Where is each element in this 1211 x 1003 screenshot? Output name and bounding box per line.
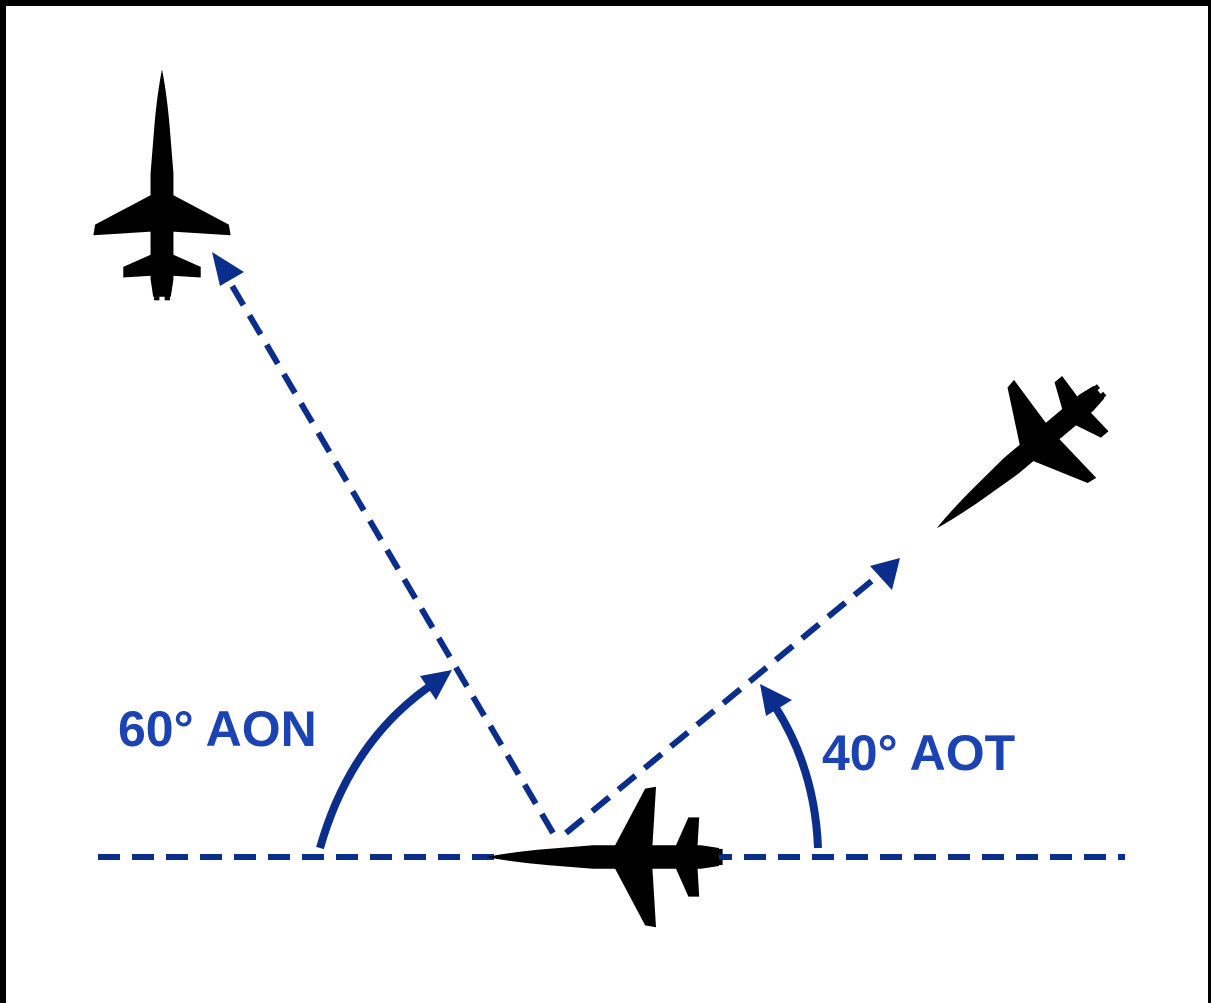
line-of-sight-aon bbox=[221, 270, 556, 835]
arrowhead-los-aot bbox=[870, 558, 900, 590]
bandit-jet-icon bbox=[93, 69, 231, 301]
label-aon: 60° AON bbox=[118, 701, 317, 757]
bandit-jet-icon bbox=[895, 340, 1143, 578]
arrowhead-arc-aon bbox=[420, 670, 452, 700]
label-aot: 40° AOT bbox=[822, 725, 1015, 781]
arrowhead-los-aon bbox=[212, 252, 244, 286]
arrowhead-arc-aot bbox=[760, 684, 792, 716]
friendly-jet-icon bbox=[486, 786, 723, 928]
angle-arc-aot bbox=[772, 705, 822, 849]
line-of-sight-aot bbox=[564, 571, 882, 836]
angle-arc-aon bbox=[316, 682, 433, 850]
